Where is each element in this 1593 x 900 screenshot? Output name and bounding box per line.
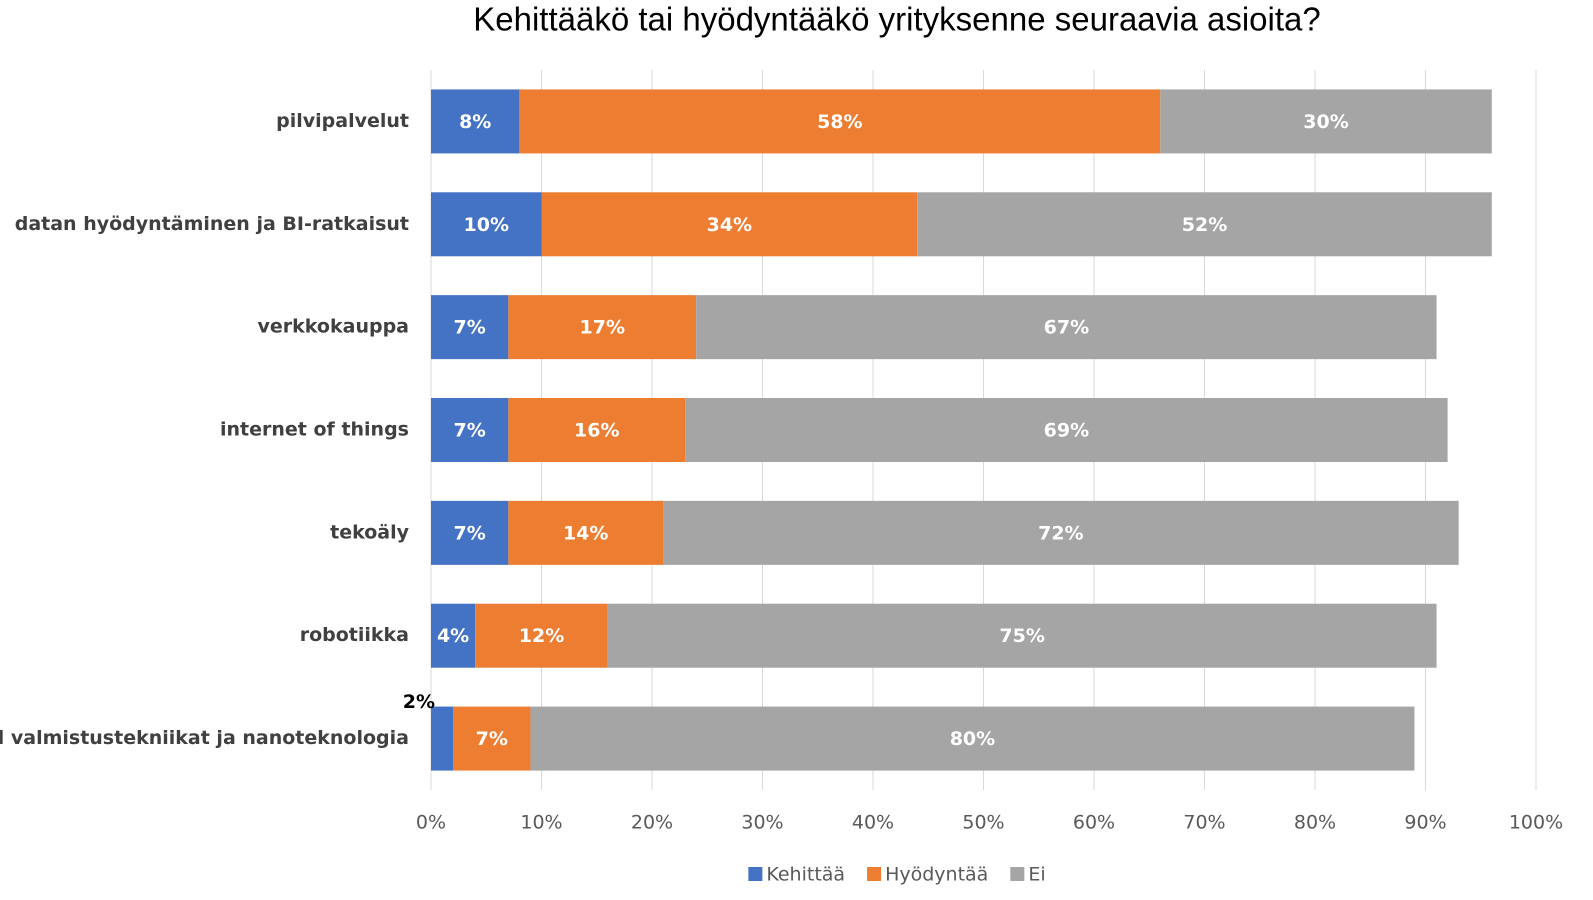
value-label: 30% <box>1303 111 1348 133</box>
value-label: 10% <box>464 214 509 236</box>
value-label: 80% <box>950 728 995 750</box>
bar-segment <box>431 500 509 565</box>
value-label: 16% <box>574 420 619 442</box>
bar-segment <box>1160 89 1492 154</box>
value-label: 7% <box>454 420 486 442</box>
bar-segment <box>541 192 918 257</box>
x-tick-label: 0% <box>416 812 446 834</box>
bar-segment <box>917 192 1492 257</box>
bar-segment <box>431 295 509 360</box>
x-tick-label: 100% <box>1509 812 1563 834</box>
category-label: 3d valmistustekniikat ja nanoteknologia <box>0 727 409 749</box>
value-label: 2% <box>403 691 435 713</box>
category-label: internet of things <box>220 419 409 441</box>
legend-label: Kehittää <box>766 864 845 886</box>
x-tick-label: 10% <box>520 812 562 834</box>
category-label: verkkokauppa <box>258 316 409 338</box>
value-label: 52% <box>1182 214 1227 236</box>
value-label: 75% <box>999 625 1044 647</box>
bar-segment <box>431 398 509 462</box>
value-label: 14% <box>563 522 608 544</box>
category-label: tekoäly <box>330 521 409 543</box>
category-label: pilvipalvelut <box>276 110 409 132</box>
legend-swatch <box>867 867 882 881</box>
bar-segment <box>431 706 454 771</box>
x-tick-label: 50% <box>962 812 1004 834</box>
bar-segment <box>607 603 1437 668</box>
bar-segment <box>431 192 542 257</box>
bar-segment <box>453 706 531 771</box>
value-label: 12% <box>519 625 564 647</box>
legend-label: Ei <box>1028 864 1045 886</box>
bar-segment <box>519 89 1161 154</box>
x-tick-label: 60% <box>1073 812 1115 834</box>
x-tick-label: 40% <box>852 812 894 834</box>
value-label: 67% <box>1044 317 1089 339</box>
chart-title: Kehittääkö tai hyödyntääkö yrityksenne s… <box>473 1 1321 38</box>
value-label: 72% <box>1038 522 1083 544</box>
bar-segment <box>431 603 476 668</box>
value-label: 17% <box>580 317 625 339</box>
value-label: 7% <box>476 728 508 750</box>
x-tick-label: 80% <box>1294 812 1336 834</box>
bar-segment <box>508 295 697 360</box>
value-label: 7% <box>454 317 486 339</box>
bar-segment <box>508 398 686 462</box>
bar-segment <box>685 398 1448 462</box>
value-label: 34% <box>707 214 752 236</box>
category-label: datan hyödyntäminen ja BI-ratkaisut <box>15 213 409 235</box>
legend-swatch <box>748 867 763 881</box>
x-tick-label: 30% <box>741 812 783 834</box>
value-label: 8% <box>459 111 491 133</box>
legend-label: Hyödyntää <box>885 864 988 886</box>
bar-segment <box>663 500 1459 565</box>
bar-segment <box>508 500 664 565</box>
x-tick-label: 20% <box>631 812 673 834</box>
x-tick-label: 70% <box>1183 812 1225 834</box>
value-label: 4% <box>437 625 469 647</box>
value-label: 69% <box>1044 420 1089 442</box>
legend-swatch <box>1010 867 1025 881</box>
bar-segment <box>431 89 520 154</box>
value-label: 7% <box>454 522 486 544</box>
bar-segment <box>475 603 608 668</box>
bar-segment <box>530 706 1415 771</box>
value-label: 58% <box>817 111 862 133</box>
bar-segment <box>696 295 1437 360</box>
category-label: robotiikka <box>300 624 409 646</box>
x-tick-label: 90% <box>1404 812 1446 834</box>
